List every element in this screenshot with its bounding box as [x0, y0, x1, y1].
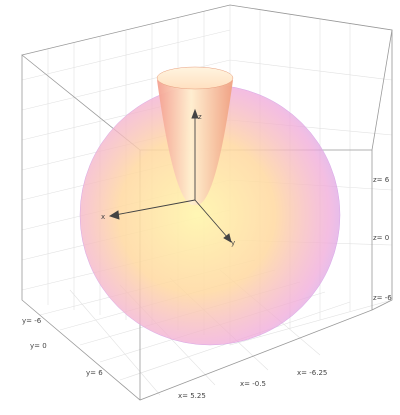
- z-tick-label: z= 6: [373, 176, 390, 184]
- z-tick-label: z= -6: [373, 294, 392, 302]
- axis-label: z: [198, 113, 202, 121]
- paraboloid-rim: [156, 66, 234, 90]
- surfaces: [79, 66, 341, 346]
- x-tick-label: x= -6.25: [297, 369, 327, 377]
- axis-label: x: [101, 213, 105, 221]
- z-tick-label: z= 0: [373, 234, 389, 242]
- y-tick-label: y= 0: [30, 342, 47, 350]
- y-tick-label: y= -6: [22, 317, 42, 325]
- x-tick-label: x= -0.5: [240, 380, 266, 388]
- y-tick-label: y= 6: [86, 369, 103, 377]
- x-tick-label: x= 5.25: [178, 392, 206, 400]
- axis-arrows: [108, 108, 232, 243]
- axis-label: y: [231, 239, 235, 247]
